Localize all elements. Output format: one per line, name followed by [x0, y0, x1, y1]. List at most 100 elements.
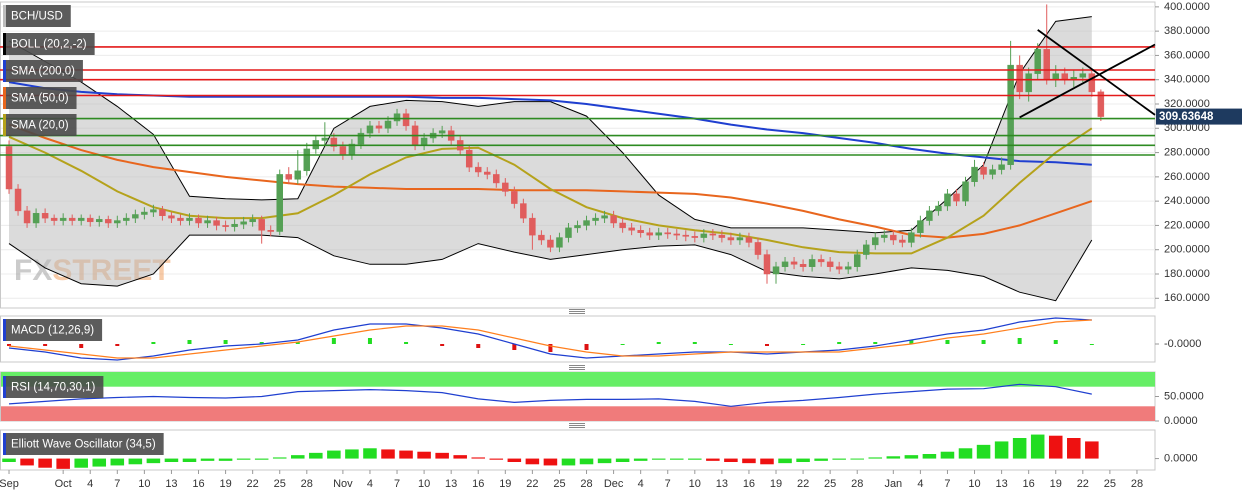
candle-body — [59, 217, 67, 221]
oscillator-bar — [381, 449, 395, 459]
x-tick-label: 22 — [1077, 478, 1089, 490]
panel-handle — [569, 365, 585, 370]
rsi-band — [1, 406, 1155, 421]
oscillator-bar — [832, 458, 846, 460]
legend-box — [3, 87, 77, 109]
candle-body — [41, 213, 49, 219]
oscillator-bar — [796, 458, 810, 462]
last-price-label: 309.63648 — [1159, 111, 1214, 123]
candle-body — [484, 171, 491, 175]
legend-box — [3, 60, 83, 82]
oscillator-bar — [579, 458, 594, 465]
oscillator-bar — [200, 458, 215, 461]
oscillator-bar — [778, 458, 792, 464]
candle-body — [375, 125, 383, 129]
legend-swatch — [3, 319, 6, 341]
candle-body — [538, 234, 545, 241]
candle-body — [123, 217, 130, 221]
candle-body — [709, 233, 717, 236]
candle-body — [285, 174, 292, 180]
y-tick-label: 360.0000 — [1164, 49, 1210, 61]
candle-body — [863, 244, 870, 255]
macd-histogram-bar — [151, 342, 156, 344]
oscillator-bar — [1085, 441, 1099, 459]
oscillator-bar — [272, 457, 287, 459]
panel-handle — [569, 309, 585, 314]
candle-body — [844, 266, 852, 270]
candle-body — [366, 125, 374, 134]
candle-body — [420, 137, 428, 146]
macd-histogram-bar — [43, 344, 48, 346]
x-tick-label: 19 — [1050, 478, 1062, 490]
candle-body — [610, 215, 617, 224]
macd-histogram-bar — [367, 338, 372, 344]
legend-box — [3, 376, 104, 398]
candle-body — [817, 259, 825, 263]
candle-body — [1061, 73, 1069, 80]
y-tick-label: 260.0000 — [1164, 171, 1210, 183]
oscillator-bar — [453, 455, 467, 459]
candle-body — [944, 193, 951, 207]
legend-label: MACD (12,26,9) — [11, 325, 94, 337]
y-tick-label: 280.0000 — [1164, 146, 1210, 158]
oscillator-bar — [507, 458, 522, 462]
candle-body — [908, 232, 915, 243]
legend-swatch — [3, 60, 6, 82]
candle-body — [700, 233, 708, 238]
oscillator-bar — [399, 450, 413, 459]
x-tick-label: 22 — [247, 478, 259, 490]
legend-box — [3, 5, 71, 27]
macd-histogram-bar — [7, 344, 12, 346]
x-tick-label: 16 — [743, 478, 755, 490]
candle-body — [105, 219, 112, 224]
candle-body — [339, 146, 347, 156]
candle-body — [971, 166, 978, 182]
x-tick-label: 25 — [824, 478, 836, 490]
macd-histogram-bar — [837, 342, 842, 344]
trend-line — [1037, 29, 1156, 116]
oscillator-bar — [309, 452, 323, 459]
oscillator-bar — [904, 455, 919, 459]
x-tick-label: Nov — [333, 478, 353, 490]
oscillator-bar — [110, 458, 125, 466]
candle-body — [1088, 73, 1096, 93]
candle-body — [556, 237, 563, 248]
macd-histogram-bar — [728, 344, 733, 345]
y-tick-label: 0.0000 — [1164, 415, 1198, 427]
candle-body — [357, 132, 365, 145]
oscillator-bar — [669, 458, 684, 460]
candle-body — [592, 217, 599, 221]
candle-body — [1079, 73, 1087, 78]
macd-histogram-bar — [187, 340, 192, 344]
oscillator-bar — [976, 444, 991, 459]
y-tick-label: 200.0000 — [1164, 244, 1210, 256]
x-tick-label: 25 — [274, 478, 286, 490]
candle-body — [195, 217, 202, 224]
oscillator-bar — [2, 458, 16, 462]
oscillator-bar — [886, 456, 901, 459]
x-tick-label: 28 — [580, 478, 592, 490]
oscillator-bar — [218, 458, 233, 461]
oscillator-bar — [489, 458, 504, 460]
legend-label: BOLL (20,2,-2) — [11, 39, 87, 51]
x-tick-label: 10 — [138, 478, 150, 490]
candle-body — [781, 261, 789, 267]
oscillator-bar — [471, 457, 486, 459]
oscillator-bar — [633, 458, 648, 461]
legend-label: Elliott Wave Oscillator (34,5) — [11, 439, 156, 451]
x-tick-label: 28 — [301, 478, 313, 490]
candle-body — [438, 130, 446, 134]
candle-body — [881, 234, 888, 238]
oscillator-bar — [706, 458, 720, 461]
oscillator-bar — [868, 457, 883, 459]
candle-body — [520, 203, 527, 219]
candle-body — [655, 232, 662, 236]
legend-box — [3, 33, 95, 55]
x-tick-label: 22 — [526, 478, 538, 490]
legend-swatch — [3, 114, 6, 136]
macd-histogram-bar — [873, 342, 878, 344]
macd-histogram-bar — [981, 340, 986, 344]
candle-body — [790, 261, 798, 265]
candle-body — [935, 205, 942, 212]
candle-body — [872, 237, 879, 246]
